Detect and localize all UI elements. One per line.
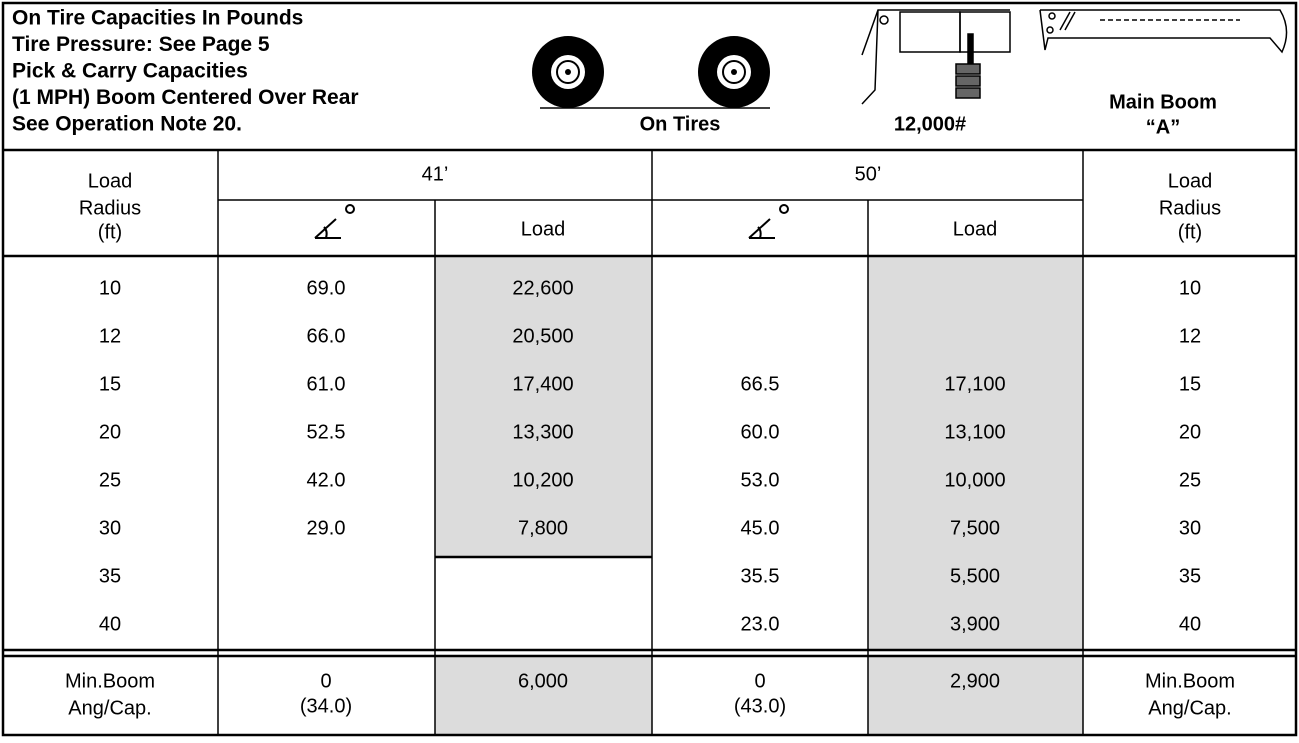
cell-text: 25 [99,469,121,491]
cell-text: “A” [1146,116,1180,138]
cell-text: 50’ [855,163,882,185]
cell-text: 10,000 [944,469,1005,491]
tires-icon [532,36,770,108]
cell-text: 17,400 [512,373,573,395]
cell-text: Main Boom [1109,91,1217,113]
cell-text: On Tires [640,113,721,135]
cell-text: 22,600 [512,277,573,299]
cell-text: 61.0 [307,373,346,395]
cell-text: 6,000 [518,670,568,692]
cell-text: Ang/Cap. [68,697,151,719]
cell-text: 20 [99,421,121,443]
cell-text: 30 [1179,517,1201,539]
cell-text: 20 [1179,421,1201,443]
shade [868,657,1083,735]
cell-text: See Operation Note 20. [12,113,242,136]
cell-text: Min.Boom [1145,670,1235,692]
cell-text: 41’ [422,163,449,185]
cell-text: Load [88,170,133,192]
cell-text: 5,500 [950,565,1000,587]
cell-text: 15 [99,373,121,395]
cell-text: 10,200 [512,469,573,491]
counterweight-icon [862,10,1010,104]
shade [435,657,652,735]
cell-text: (1 MPH) Boom Centered Over Rear [12,86,359,109]
cell-text: 35 [1179,565,1201,587]
cell-text: 23.0 [741,613,780,635]
cell-text: 42.0 [307,469,346,491]
cell-text: Radius [79,197,141,219]
cell-text: Load [1168,170,1213,192]
cell-text: 25 [1179,469,1201,491]
page: {"header": { "title_lines": ["On Tire Ca… [0,0,1299,738]
cell-text: 66.5 [741,373,780,395]
cell-text: 52.5 [307,421,346,443]
cell-text: 69.0 [307,277,346,299]
cell-text: 12 [99,325,121,347]
cell-text: 12,000# [894,113,966,135]
cell-text: 45.0 [741,517,780,539]
shade [435,257,652,556]
cell-text: 15 [1179,373,1201,395]
cell-text: 0 [754,670,765,692]
cell-text: (ft) [98,221,122,243]
cell-text: Pick & Carry Capacities [12,60,248,83]
cell-text: Radius [1159,197,1221,219]
cell-text: 7,800 [518,517,568,539]
cell-text: 7,500 [950,517,1000,539]
cell-text: 40 [1179,613,1201,635]
cell-text: 66.0 [307,325,346,347]
cell-text: 10 [99,277,121,299]
cell-text: 35.5 [741,565,780,587]
cell-text: 12 [1179,325,1201,347]
cell-text: 20,500 [512,325,573,347]
cell-text: 13,300 [512,421,573,443]
cell-text: Tire Pressure: See Page 5 [12,33,270,56]
capacity-chart: On Tire Capacities In Pounds Tire Pressur… [0,0,1299,738]
cell-text: 60.0 [741,421,780,443]
cell-text: 13,100 [944,421,1005,443]
cell-text: 2,900 [950,670,1000,692]
shade [868,257,1083,649]
cell-text: 30 [99,517,121,539]
cell-text: 10 [1179,277,1201,299]
cell-text: Min.Boom [65,670,155,692]
cell-text: Ang/Cap. [1148,697,1231,719]
boom-icon [1040,10,1287,52]
cell-text: On Tire Capacities In Pounds [12,7,303,30]
cell-text: (34.0) [300,695,352,717]
cell-text: (43.0) [734,695,786,717]
cell-text: Load [521,218,566,240]
cell-text: (ft) [1178,221,1202,243]
cell-text: 53.0 [741,469,780,491]
cell-text: 0 [320,670,331,692]
cell-text: 29.0 [307,517,346,539]
cell-text: Load [953,218,998,240]
cell-text: 35 [99,565,121,587]
cell-text: 40 [99,613,121,635]
cell-text: 3,900 [950,613,1000,635]
cell-text: 17,100 [944,373,1005,395]
